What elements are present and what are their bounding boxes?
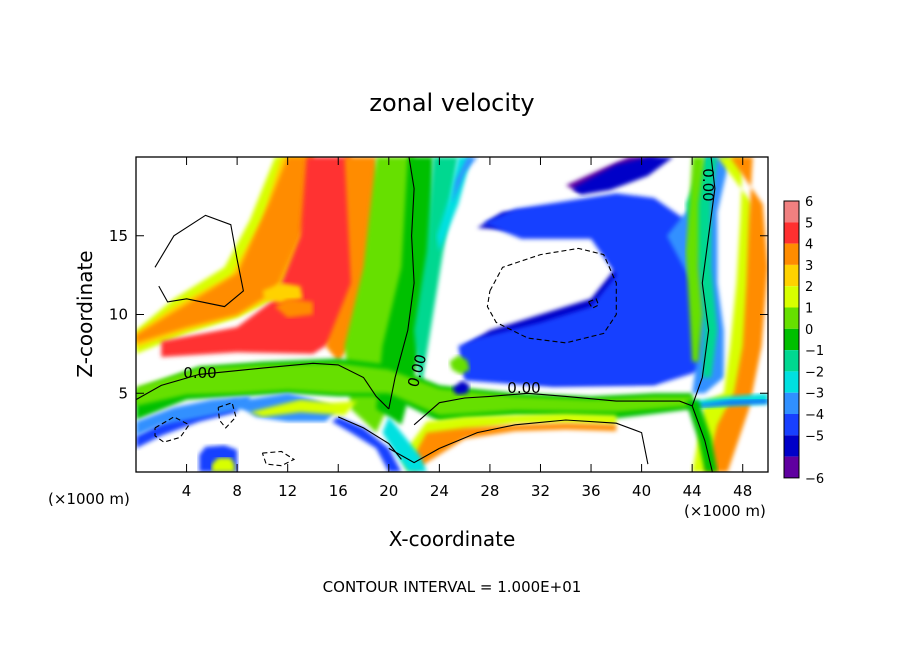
colorbar-swatch-4	[784, 286, 799, 308]
velocity-region-22	[572, 157, 674, 195]
contour-line-0	[136, 362, 390, 410]
x-tick-label-3: 16	[329, 482, 348, 500]
contour-line-13	[588, 298, 600, 309]
colorbar-tick-label-2: 4	[805, 238, 813, 253]
x-tick-label-4: 20	[379, 482, 398, 500]
colorbar-tick-label-7: −1	[805, 344, 824, 359]
velocity-region-35	[452, 380, 470, 395]
colorbar-swatch-0	[784, 201, 799, 223]
contour-line-6	[154, 214, 245, 308]
colorbar-tick-label-9: −3	[805, 387, 824, 402]
velocity-region-2	[136, 157, 313, 343]
contour-line-9	[486, 247, 617, 344]
colorbar: 6 5 4 3 2 1 0 −1 −2 −3 −4 −5 −6	[783, 195, 824, 487]
y-tick-label-0: 5	[118, 384, 128, 402]
velocity-region-11	[136, 363, 693, 416]
velocity-region-29	[331, 416, 402, 472]
contour-line-10	[154, 416, 190, 443]
y-axis: 5 10 15	[109, 227, 768, 402]
x-tick-label-6: 28	[480, 482, 499, 500]
x-tick-label-0: 4	[182, 482, 192, 500]
x-tick-label-5: 24	[430, 482, 449, 500]
colorbar-swatch-3	[784, 264, 799, 287]
colorbar-swatch-8	[784, 371, 799, 393]
y-tick-label-2: 15	[109, 227, 128, 245]
contour-line-11	[217, 401, 237, 429]
contour-label-2: 0.00	[507, 379, 540, 397]
velocity-region-37	[275, 298, 313, 318]
velocity-region-24	[704, 157, 768, 472]
colorbar-swatch-11	[784, 435, 799, 457]
y-axis-label: Z-coordinate	[73, 250, 97, 377]
y-tick-label-1: 10	[109, 306, 128, 324]
velocity-region-34	[449, 355, 470, 375]
contour-line-12	[261, 450, 296, 467]
colorbar-tick-label-10: −4	[805, 408, 824, 423]
velocity-region-26	[692, 399, 768, 408]
velocity-region-6	[376, 157, 433, 425]
velocity-region-27	[685, 399, 718, 472]
colorbar-tick-label-4: 2	[805, 280, 813, 295]
x-tick-label-10: 44	[683, 482, 702, 500]
velocity-region-36	[262, 283, 303, 304]
chart-title: zonal velocity	[369, 89, 534, 117]
x-axis: 4 8 12 16 20 24 28 32 36 40 44 48	[182, 157, 752, 500]
velocity-region-23	[692, 157, 756, 472]
x-unit-right: (×1000 m)	[684, 502, 766, 520]
x-unit-left: (×1000 m)	[48, 490, 130, 508]
x-tick-label-11: 48	[733, 482, 752, 500]
velocity-region-28	[382, 416, 427, 472]
contour-line-4	[691, 405, 713, 472]
colorbar-tick-label-1: 5	[805, 216, 813, 231]
colorbar-swatch-5	[784, 307, 799, 329]
colorbar-swatch-10	[784, 414, 799, 436]
colorbar-tick-label-12: −6	[805, 472, 824, 487]
contour-label-0: 0.00	[183, 364, 216, 382]
colorbar-swatch-2	[784, 243, 799, 265]
colorbar-tick-label-0: 6	[805, 195, 813, 210]
contour-lines	[136, 157, 716, 472]
velocity-field	[136, 157, 768, 472]
contour-label-3: 0.00	[699, 168, 717, 201]
colorbar-tick-label-5: 1	[805, 302, 813, 317]
velocity-region-15	[409, 423, 617, 472]
colorbar-tick-label-11: −5	[805, 429, 824, 444]
colorbar-tick-label-3: 3	[805, 259, 813, 274]
colorbar-swatch-12	[784, 456, 799, 478]
velocity-region-31	[249, 399, 358, 417]
velocity-region-17	[458, 193, 712, 387]
velocity-region-20	[685, 157, 705, 362]
colorbar-swatch-1	[784, 222, 799, 244]
colorbar-tick-label-6: 0	[805, 323, 813, 338]
contour-line-7	[439, 419, 649, 465]
contour-interval-note: CONTOUR INTERVAL = 1.000E+01	[323, 578, 582, 596]
velocity-region-14	[401, 413, 617, 472]
x-tick-label-9: 40	[632, 482, 651, 500]
x-tick-label-7: 32	[531, 482, 550, 500]
x-tick-label-2: 12	[278, 482, 297, 500]
colorbar-swatch-9	[784, 392, 799, 414]
contour-line-2	[413, 392, 693, 426]
velocity-region-33	[211, 457, 235, 472]
contour-line-8	[388, 447, 440, 464]
contour-line-1	[388, 157, 415, 410]
x-axis-label: X-coordinate	[389, 527, 516, 551]
x-tick-label-1: 8	[232, 482, 242, 500]
velocity-region-9	[452, 157, 478, 205]
colorbar-swatch-7	[784, 350, 799, 372]
colorbar-frame	[783, 200, 800, 479]
colorbar-tick-label-8: −2	[805, 365, 824, 380]
x-tick-label-8: 36	[581, 482, 600, 500]
contour-line-3	[691, 157, 716, 407]
colorbar-swatch-6	[784, 328, 799, 351]
velocity-region-8	[436, 157, 471, 252]
